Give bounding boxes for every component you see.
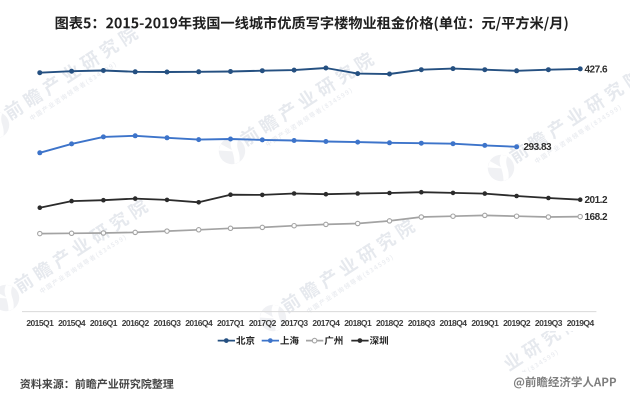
svg-text:201.2: 201.2: [585, 195, 608, 206]
svg-text:2019Q1: 2019Q1: [471, 318, 499, 328]
svg-text:2019Q3: 2019Q3: [535, 318, 563, 328]
svg-text:2015Q1: 2015Q1: [26, 318, 54, 328]
svg-text:2016Q1: 2016Q1: [90, 318, 118, 328]
svg-text:168.2: 168.2: [585, 212, 608, 223]
svg-text:2018Q3: 2018Q3: [408, 318, 436, 328]
svg-text:2017Q1: 2017Q1: [217, 318, 245, 328]
svg-text:2016Q2: 2016Q2: [122, 318, 150, 328]
svg-text:2018Q2: 2018Q2: [376, 318, 404, 328]
svg-text:2018Q4: 2018Q4: [440, 318, 468, 328]
svg-text:2017Q4: 2017Q4: [312, 318, 340, 328]
svg-text:2016Q3: 2016Q3: [154, 318, 182, 328]
svg-text:2016Q4: 2016Q4: [185, 318, 213, 328]
svg-text:293.83: 293.83: [524, 142, 553, 153]
svg-text:2019Q4: 2019Q4: [567, 318, 595, 328]
svg-text:2018Q1: 2018Q1: [344, 318, 372, 328]
svg-text:427.6: 427.6: [585, 65, 608, 76]
svg-text:2015Q4: 2015Q4: [58, 318, 86, 328]
svg-text:2017Q2: 2017Q2: [249, 318, 277, 328]
svg-text:2019Q2: 2019Q2: [503, 318, 531, 328]
svg-text:2017Q3: 2017Q3: [281, 318, 309, 328]
